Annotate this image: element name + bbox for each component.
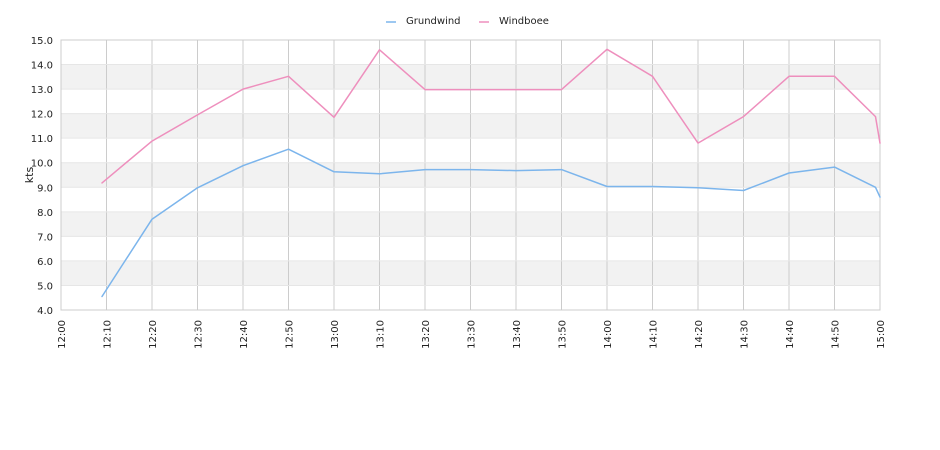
x-tick-label: 12:40 — [239, 320, 250, 349]
y-tick-label: 11.0 — [31, 134, 53, 145]
x-tick-label: 13:20 — [421, 320, 432, 349]
legend[interactable]: Grundwind Windboee — [386, 16, 549, 27]
y-tick-label: 10.0 — [31, 159, 53, 170]
legend-label: Windboee — [499, 16, 549, 27]
x-tick-label: 12:30 — [194, 320, 205, 349]
y-tick-label: 6.0 — [37, 257, 53, 268]
x-tick-label: 12:50 — [285, 320, 296, 349]
y-tick-label: 4.0 — [37, 306, 53, 317]
x-tick-label: 14:50 — [831, 320, 842, 349]
x-tick-label: 14:40 — [785, 320, 796, 349]
legend-label: Grundwind — [406, 16, 461, 27]
x-tick-label: 13:40 — [512, 320, 523, 349]
x-tick-label: 13:30 — [467, 320, 478, 349]
y-tick-label: 7.0 — [37, 232, 53, 243]
legend-item-grundwind[interactable]: Grundwind — [386, 16, 461, 27]
y-tick-label: 14.0 — [31, 61, 53, 72]
plot-area-frame — [60, 39, 881, 311]
series-lines — [101, 48, 881, 298]
x-tick-label: 13:50 — [558, 320, 569, 349]
y-tick-label: 15.0 — [31, 36, 53, 47]
x-tick-label: 12:20 — [148, 320, 159, 349]
x-tick-label: 14:00 — [603, 320, 614, 349]
x-tick-label: 12:10 — [103, 320, 114, 349]
x-tick-label: 14:30 — [740, 320, 751, 349]
y-tick-label: 13.0 — [31, 85, 53, 96]
x-tick-label: 13:10 — [376, 320, 387, 349]
x-axis-tick-labels: 12:00 12:10 12:20 12:30 12:40 12:50 13:00 13:10… — [57, 320, 887, 349]
x-tick-label: 14:20 — [694, 320, 705, 349]
y-axis-title: kts — [23, 167, 36, 184]
vertical-gridlines — [60, 40, 881, 310]
y-tick-label: 5.0 — [37, 281, 53, 292]
x-tick-label: 15:00 — [876, 320, 887, 349]
x-tick-label: 12:00 — [57, 320, 68, 349]
y-tick-label: 9.0 — [37, 183, 53, 194]
legend-item-windboee[interactable]: Windboee — [479, 16, 549, 27]
x-tick-label: 14:10 — [649, 320, 660, 349]
y-tick-label: 8.0 — [37, 208, 53, 219]
series-line-windboee — [101, 48, 881, 184]
y-axis-tick-labels: 4.0 5.0 6.0 7.0 8.0 9.0 10.0 11.0 12.0 13.0 14.0 15… — [31, 36, 53, 317]
series-line-grundwind — [101, 148, 881, 298]
y-tick-label: 12.0 — [31, 110, 53, 121]
x-tick-label: 13:00 — [330, 320, 341, 349]
